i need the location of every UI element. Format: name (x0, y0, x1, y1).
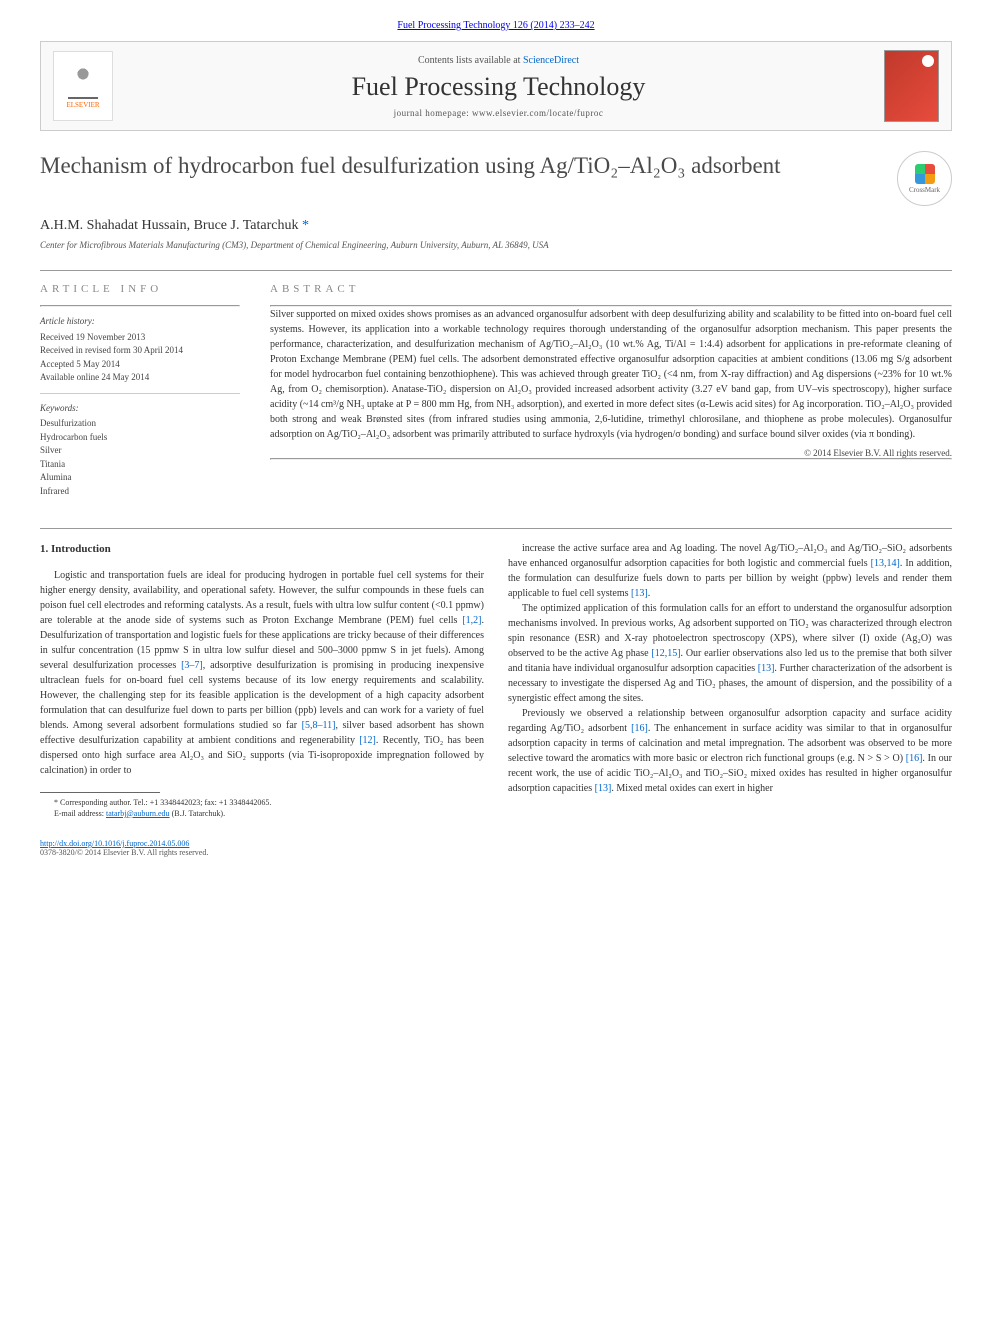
crossmark-label: CrossMark (909, 186, 940, 194)
email-label: E-mail address: (54, 809, 106, 818)
page-footer: http://dx.doi.org/10.1016/j.fuproc.2014.… (40, 839, 952, 857)
divider (40, 528, 952, 529)
accepted-date: Accepted 5 May 2014 (40, 358, 240, 372)
body-col-left: 1. Introduction Logistic and transportat… (40, 541, 484, 819)
crossmark-badge[interactable]: CrossMark (897, 151, 952, 206)
elsevier-label: ELSEVIER (66, 101, 99, 109)
journal-cover-icon (884, 50, 939, 122)
keyword: Hydrocarbon fuels (40, 431, 240, 445)
affiliation: Center for Microfibrous Materials Manufa… (40, 240, 952, 250)
body-paragraph: increase the active surface area and Ag … (508, 541, 952, 601)
homepage-label: journal homepage: (394, 108, 472, 118)
abstract-copyright: © 2014 Elsevier B.V. All rights reserved… (270, 448, 952, 458)
citation-link[interactable]: Fuel Processing Technology 126 (2014) 23… (397, 20, 594, 31)
journal-title: Fuel Processing Technology (113, 72, 884, 102)
banner-center: Contents lists available at ScienceDirec… (113, 55, 884, 118)
article-info-label: ARTICLE INFO (40, 283, 240, 295)
corresponding-footnote: * Corresponding author. Tel.: +1 3348442… (40, 797, 484, 808)
contents-line: Contents lists available at ScienceDirec… (113, 55, 884, 66)
article-history: Article history: Received 19 November 20… (40, 315, 240, 498)
keywords-heading: Keywords: (40, 402, 240, 416)
doi-link[interactable]: http://dx.doi.org/10.1016/j.fuproc.2014.… (40, 839, 189, 848)
keyword: Desulfurization (40, 417, 240, 431)
email-suffix: (B.J. Tatarchuk). (170, 809, 226, 818)
issn-copyright: 0378-3820/© 2014 Elsevier B.V. All right… (40, 848, 208, 857)
article-header: Mechanism of hydrocarbon fuel desulfuriz… (40, 151, 952, 206)
divider (40, 270, 952, 271)
elsevier-tree-icon (68, 64, 98, 99)
sciencedirect-link[interactable]: ScienceDirect (523, 55, 579, 66)
revised-date: Received in revised form 30 April 2014 (40, 344, 240, 358)
keyword: Infrared (40, 485, 240, 499)
online-date: Available online 24 May 2014 (40, 371, 240, 385)
received-date: Received 19 November 2013 (40, 331, 240, 345)
journal-banner: ELSEVIER Contents lists available at Sci… (40, 41, 952, 131)
body-columns: 1. Introduction Logistic and transportat… (40, 541, 952, 819)
contents-prefix: Contents lists available at (418, 55, 523, 66)
body-paragraph: The optimized application of this formul… (508, 601, 952, 706)
authors: A.H.M. Shahadat Hussain, Bruce J. Tatarc… (40, 218, 952, 234)
article-title: Mechanism of hydrocarbon fuel desulfuriz… (40, 151, 877, 181)
abstract-label: ABSTRACT (270, 283, 952, 295)
email-footnote: E-mail address: tatarbj@auburn.edu (B.J.… (40, 808, 484, 819)
elsevier-logo: ELSEVIER (53, 51, 113, 121)
corresponding-marker[interactable]: * (302, 218, 309, 233)
history-heading: Article history: (40, 315, 240, 329)
keyword: Titania (40, 458, 240, 472)
author-names: A.H.M. Shahadat Hussain, Bruce J. Tatarc… (40, 218, 299, 233)
body-col-right: increase the active surface area and Ag … (508, 541, 952, 819)
body-paragraph: Previously we observed a relationship be… (508, 706, 952, 796)
citation-header: Fuel Processing Technology 126 (2014) 23… (40, 20, 952, 31)
keyword: Alumina (40, 471, 240, 485)
abstract-text: Silver supported on mixed oxides shows p… (270, 307, 952, 442)
journal-homepage: journal homepage: www.elsevier.com/locat… (113, 108, 884, 118)
abstract-col: ABSTRACT Silver supported on mixed oxide… (270, 283, 952, 498)
crossmark-icon (915, 164, 935, 184)
article-info-col: ARTICLE INFO Article history: Received 1… (40, 283, 240, 498)
abstract-divider-bottom (270, 458, 952, 460)
homepage-url[interactable]: www.elsevier.com/locate/fuproc (472, 108, 603, 118)
intro-heading: 1. Introduction (40, 541, 484, 558)
footnote-divider (40, 792, 160, 793)
info-divider (40, 393, 240, 394)
keyword: Silver (40, 444, 240, 458)
body-paragraph: Logistic and transportation fuels are id… (40, 568, 484, 778)
info-abstract-row: ARTICLE INFO Article history: Received 1… (40, 283, 952, 498)
info-divider (40, 305, 240, 307)
email-link[interactable]: tatarbj@auburn.edu (106, 809, 170, 818)
